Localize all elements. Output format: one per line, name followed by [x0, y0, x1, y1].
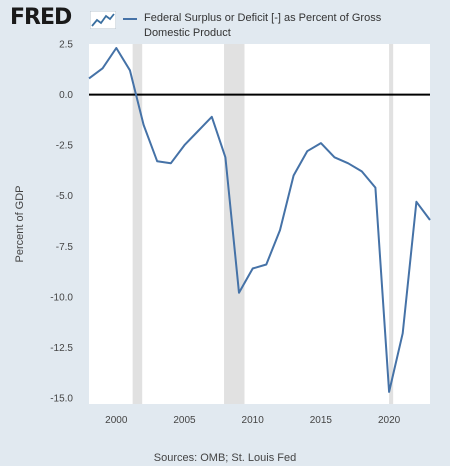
y-tick-label: 2.5: [59, 40, 73, 51]
legend-label: Federal Surplus or Deficit [-] as Percen…: [144, 12, 382, 39]
y-tick-label: -5.0: [56, 191, 74, 202]
x-tick-label: 2010: [242, 415, 265, 426]
y-tick-label: -15.0: [50, 394, 73, 405]
x-tick-label: 2005: [173, 415, 196, 426]
recession-bar: [389, 44, 394, 404]
recession-bars: [132, 44, 394, 404]
x-tick-label: 2015: [310, 415, 333, 426]
y-tick-label: -10.0: [50, 292, 73, 303]
y-axis-ticks: 2.5 0.0 -2.5 -5.0 -7.5 -10.0 -12.5 -15.0: [50, 40, 73, 405]
recession-bar: [224, 44, 245, 404]
series-line: [88, 47, 431, 393]
fred-logo[interactable]: FRED: [10, 5, 72, 30]
y-axis-label: Percent of GDP: [14, 185, 26, 262]
x-tick-label: 2020: [378, 415, 401, 426]
chart-header: FRED Federal Surplus or Deficit [-] as P…: [0, 0, 450, 46]
y-tick-label: -7.5: [56, 242, 74, 253]
fred-trend-chart-icon: [90, 11, 116, 29]
plot-area: [89, 44, 430, 404]
y-tick-label: -2.5: [56, 141, 74, 152]
x-axis-ticks: 2000 2005 2010 2015 2020: [105, 415, 400, 426]
x-tick-label: 2000: [105, 415, 128, 426]
y-tick-label: -12.5: [50, 343, 73, 354]
sources-footer: Sources: OMB; St. Louis Fed: [153, 452, 297, 464]
recession-bar: [132, 44, 143, 404]
legend-swatch: [123, 18, 137, 20]
y-tick-label: 0.0: [59, 90, 73, 101]
